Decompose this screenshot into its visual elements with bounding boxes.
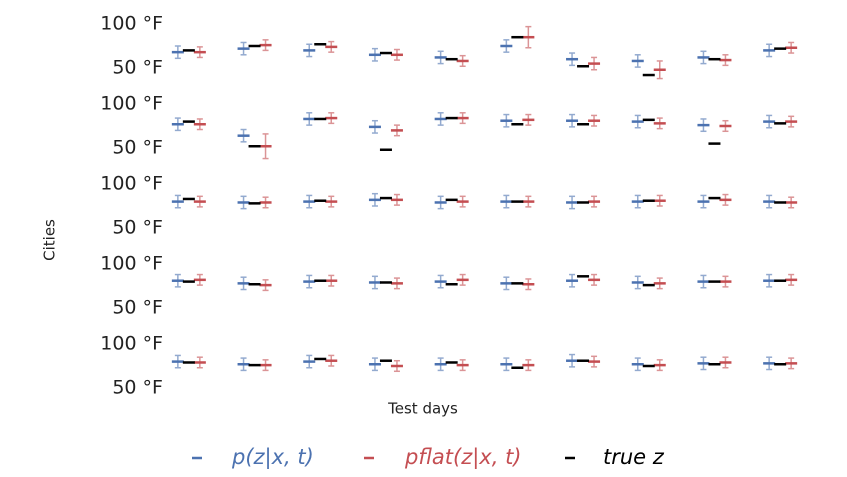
legend-label: true z xyxy=(603,445,665,469)
y-tick-label: 100 °F xyxy=(100,93,163,115)
legend-label: pflat(z|x, t) xyxy=(404,445,522,470)
x-axis-label: Test days xyxy=(387,400,458,418)
y-tick-label: 50 °F xyxy=(112,137,163,159)
y-tick-label: 50 °F xyxy=(112,377,163,399)
y-tick-label: 100 °F xyxy=(100,173,163,195)
y-axis-label: Cities xyxy=(41,219,59,261)
y-tick-label: 100 °F xyxy=(100,253,163,275)
y-tick-label: 50 °F xyxy=(112,57,163,79)
y-tick-label: 100 °F xyxy=(100,333,163,355)
legend-label: p(z|x, t) xyxy=(231,445,314,470)
y-tick-label: 50 °F xyxy=(112,217,163,239)
y-tick-label: 100 °F xyxy=(100,13,163,35)
y-tick-label: 50 °F xyxy=(112,297,163,319)
